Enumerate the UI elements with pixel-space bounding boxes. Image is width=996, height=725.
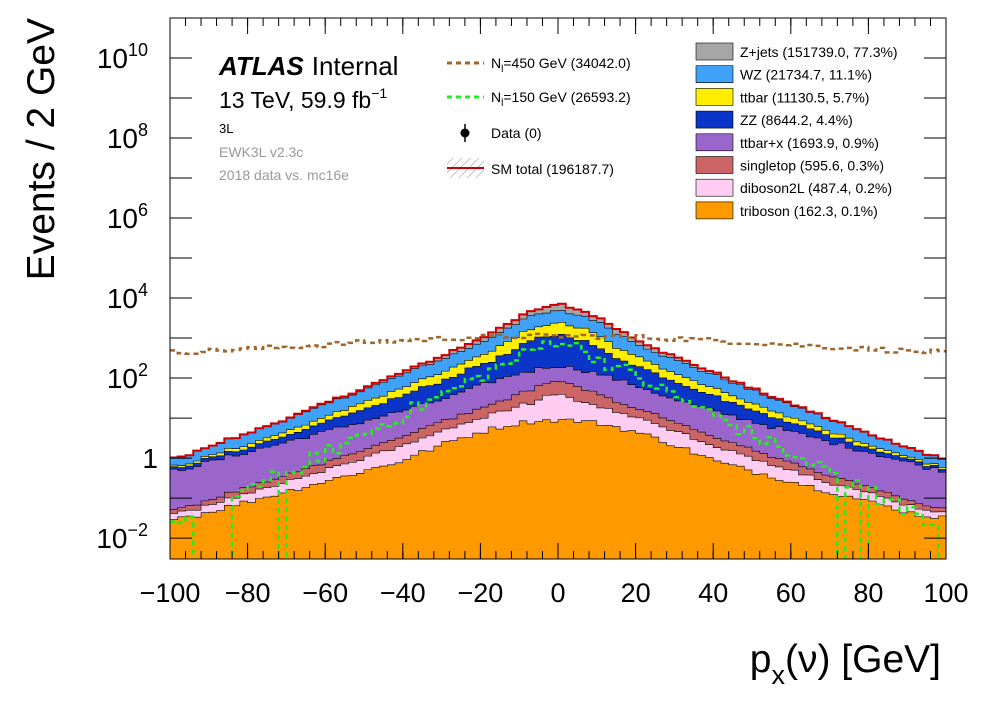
x-tick-label: −60: [302, 578, 348, 608]
lumi-exponent: −1: [371, 85, 387, 101]
y-axis-title: Events / 2 GeV: [20, 18, 63, 280]
legend-entry-label: Z+jets (151739.0, 77.3%): [740, 44, 898, 60]
x-tick-label: 80: [853, 578, 883, 608]
legend-n450-label: Nl=450 GeV (34042.0): [491, 55, 631, 75]
sm-total-line: [170, 302, 946, 461]
legend-swatch: [695, 88, 734, 106]
y-tick-label: 104: [107, 280, 148, 314]
stack-triboson: [170, 418, 946, 559]
atlas-status: Internal: [312, 51, 399, 81]
legend-entry-label: ZZ (8644.2, 4.4%): [740, 112, 853, 128]
y-tick-labels: 1010 108 106 104 102 1 10−2: [96, 40, 158, 554]
y-tick-label: 106: [107, 200, 148, 234]
y-tick-label: 10−2: [96, 520, 148, 554]
x-tick-label: 20: [621, 578, 651, 608]
x-tick-label: −100: [140, 578, 201, 608]
y-tick-label: 1: [142, 443, 158, 474]
legend-entry-label: singletop (595.6, 0.3%): [740, 158, 884, 174]
x-tick-labels: −100 −80 −60 −40 −20 0 20 40 60 80 100: [140, 578, 969, 608]
lumi-text: 13 TeV, 59.9 fb: [219, 87, 371, 113]
overlay-n450: [170, 332, 946, 356]
legend-swatch: [695, 178, 734, 197]
atlas-bold: ATLAS: [218, 51, 304, 81]
x-tick-label: 60: [776, 578, 806, 608]
y-tick-label: 1010: [97, 40, 148, 74]
legend-entry-label: ttbar+x (1693.9, 0.9%): [740, 135, 879, 151]
y-tick-label: 102: [107, 360, 148, 394]
dataset-label: 2018 data vs. mc16e: [219, 167, 349, 183]
signal-overlays: [170, 332, 946, 559]
legend-entry-label: triboson (162.3, 0.1%): [740, 203, 878, 219]
overlay-legend: Nl=450 GeV (34042.0) Nl=150 GeV (26593.2…: [447, 55, 631, 178]
x-axis-title: px(ν) [GeV]: [750, 638, 941, 690]
legend-swatch: [695, 65, 734, 83]
x-tick-label: 40: [698, 578, 728, 608]
region-label: 3L: [219, 121, 233, 136]
legend-swatch: [695, 110, 734, 129]
x-axis-title-sub: x: [771, 660, 785, 690]
stacked-backgrounds: [170, 302, 946, 559]
legend-n150-label: Nl=150 GeV (26593.2): [491, 89, 631, 109]
legend-swatch: [695, 133, 734, 152]
x-tick-label: 0: [550, 578, 565, 608]
x-axis-title-main: p: [750, 638, 772, 681]
x-tick-label: −40: [380, 578, 426, 608]
legend-entry-label: WZ (21734.7, 11.1%): [740, 67, 872, 83]
lumi-label: 13 TeV, 59.9 fb−1: [219, 85, 387, 113]
x-axis-title-rest: (ν) [GeV]: [785, 638, 941, 681]
legend-entry-label: ttbar (11130.5, 5.7%): [740, 89, 869, 105]
axis-ticks: [169, 17, 947, 559]
x-tick-label: 100: [923, 578, 968, 608]
legend-swatch: [695, 42, 734, 61]
version-label: EWK3L v2.3c: [219, 144, 303, 160]
legend-data-label: Data (0): [491, 125, 542, 141]
x-tick-label: −20: [457, 578, 503, 608]
overlay-n150: [170, 340, 940, 559]
y-tick-label: 108: [107, 120, 148, 154]
atlas-label: ATLAS Internal: [218, 51, 398, 81]
x-tick-label: −80: [225, 578, 271, 608]
legend-entry-label: diboson2L (487.4, 0.2%): [740, 180, 892, 196]
legend-sm-label: SM total (196187.7): [491, 161, 614, 177]
background-legend: Z+jets (151739.0, 77.3%) WZ (21734.7, 11.…: [695, 42, 898, 220]
legend-swatch: [695, 156, 734, 174]
legend-swatch: [695, 201, 734, 220]
